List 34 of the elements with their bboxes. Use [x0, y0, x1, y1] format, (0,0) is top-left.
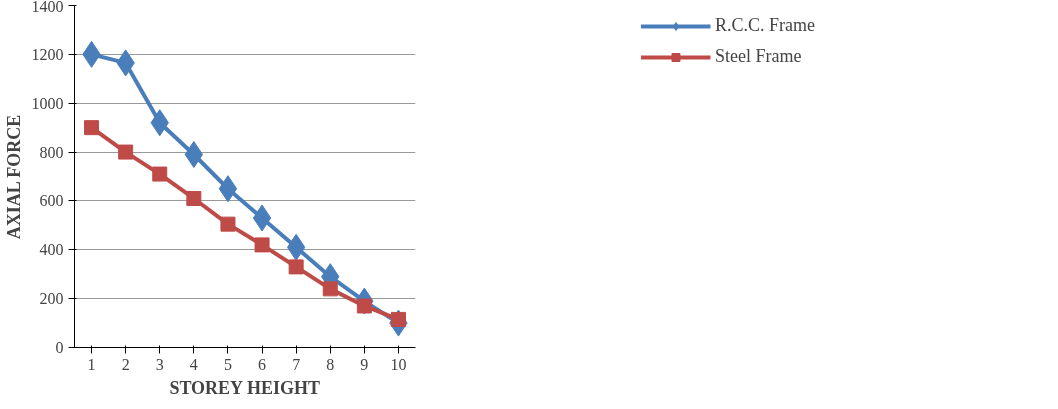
- x-tick-label: 1: [87, 355, 96, 373]
- legend-label: Steel Frame: [714, 46, 802, 67]
- x-tick-label: 5: [223, 355, 232, 373]
- y-tick-label: 1000: [31, 94, 64, 112]
- x-tick-label: 8: [326, 355, 335, 373]
- x-tick-label: 4: [189, 355, 198, 373]
- legend-label: R.C.C. Frame: [714, 15, 816, 36]
- point: [288, 259, 304, 275]
- x-tick-label: 9: [360, 355, 369, 373]
- point: [186, 190, 202, 206]
- x-tick-label: 2: [121, 355, 130, 373]
- point: [152, 166, 168, 182]
- y-tick-label: 600: [39, 192, 64, 210]
- point: [220, 216, 236, 232]
- y-tick-label: 400: [39, 241, 64, 259]
- y-tick-label: 1200: [31, 45, 64, 63]
- y-tick-label: 1400: [31, 0, 64, 15]
- point: [286, 233, 306, 261]
- point: [254, 237, 270, 253]
- point: [322, 281, 338, 297]
- point: [118, 144, 134, 160]
- point: [184, 141, 204, 169]
- point: [218, 175, 238, 203]
- y-tick-label: 0: [55, 339, 64, 356]
- x-tick-label: 6: [258, 355, 267, 373]
- y-tick-label: 800: [39, 143, 64, 161]
- point: [252, 204, 272, 232]
- x-tick-label: 10: [390, 355, 407, 373]
- y-axis-title: AXIAL FORCE: [3, 114, 24, 240]
- y-tick-label: 200: [39, 290, 64, 308]
- x-tick-label: 7: [292, 355, 301, 373]
- x-axis-title: STOREY HEIGHT: [169, 377, 320, 398]
- point: [84, 120, 100, 136]
- x-tick-label: 3: [155, 355, 164, 373]
